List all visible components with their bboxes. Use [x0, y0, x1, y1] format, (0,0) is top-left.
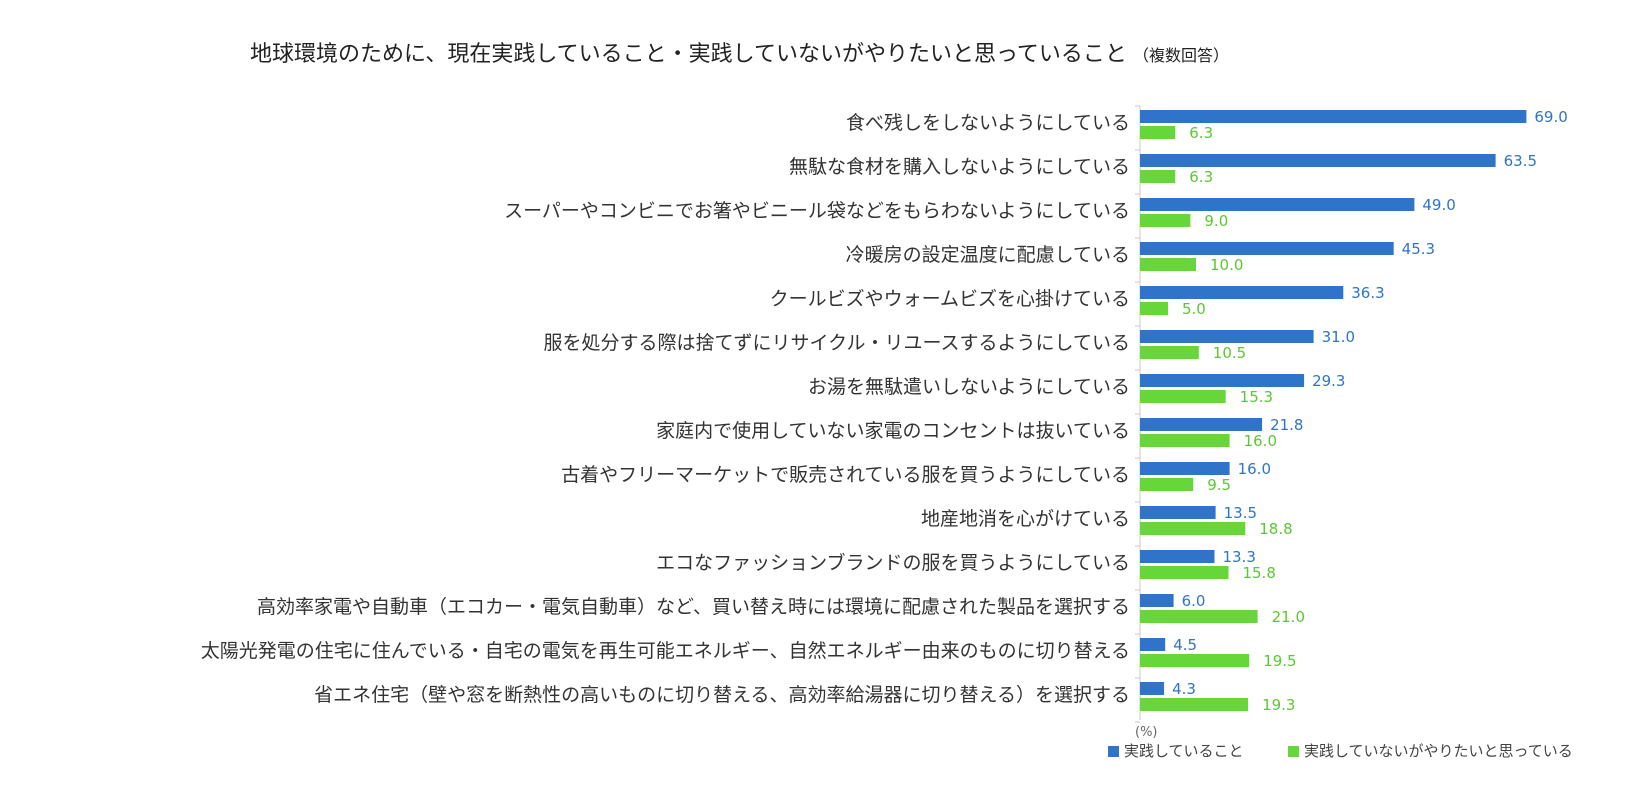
- category-label: 省エネ住宅（壁や窓を断熱性の高いものに切り替える、高効率給湯器に切り替える）を選…: [314, 684, 1130, 706]
- bar-want-to-practice: [1140, 390, 1226, 403]
- data-label-want-to-practice: 9.0: [1204, 212, 1228, 230]
- bar-practicing: [1140, 506, 1216, 519]
- data-label-want-to-practice: 6.3: [1189, 168, 1213, 186]
- unit-label: (%): [1135, 725, 1158, 740]
- data-label-practicing: 31.0: [1322, 328, 1355, 346]
- data-label-practicing: 45.3: [1402, 240, 1435, 258]
- data-label-practicing: 4.3: [1172, 680, 1196, 698]
- bar-practicing: [1140, 198, 1415, 211]
- bar-want-to-practice: [1140, 302, 1168, 315]
- data-label-practicing: 63.5: [1504, 152, 1537, 170]
- bar-practicing: [1140, 418, 1263, 431]
- category-label: 家庭内で使用していない家電のコンセントは抜いている: [656, 420, 1130, 442]
- bar-want-to-practice: [1140, 126, 1176, 139]
- category-label: 太陽光発電の住宅に住んでいる・自宅の電気を再生可能エネルギー、自然エネルギー由来…: [201, 640, 1130, 662]
- category-label: 無駄な食材を購入しないようにしている: [789, 156, 1130, 178]
- bar-want-to-practice: [1140, 698, 1249, 711]
- category-label: お湯を無駄遣いしないようにしている: [808, 376, 1130, 398]
- data-label-practicing: 13.3: [1222, 548, 1255, 566]
- data-label-want-to-practice: 15.8: [1242, 564, 1275, 582]
- data-label-practicing: 4.5: [1173, 636, 1197, 654]
- bar-want-to-practice: [1140, 478, 1194, 491]
- category-label: エコなファッションブランドの服を買うようにしている: [656, 551, 1130, 574]
- bar-practicing: [1140, 330, 1314, 343]
- data-label-want-to-practice: 10.0: [1210, 256, 1243, 274]
- data-label-want-to-practice: 15.3: [1240, 388, 1273, 406]
- bar-practicing: [1140, 110, 1527, 123]
- bar-practicing: [1140, 594, 1174, 607]
- legend-label-want-to-practice: 実践していないがやりたいと思っている: [1304, 742, 1573, 760]
- bar-want-to-practice: [1140, 346, 1199, 359]
- category-label: 高効率家電や自動車（エコカー・電気自動車）など、買い替え時には環境に配慮された製…: [257, 596, 1130, 618]
- bar-practicing: [1140, 682, 1165, 695]
- data-label-practicing: 21.8: [1270, 416, 1303, 434]
- data-label-want-to-practice: 10.5: [1213, 344, 1246, 362]
- data-label-practicing: 16.0: [1238, 460, 1271, 478]
- category-label: 冷暖房の設定温度に配慮している: [846, 244, 1130, 266]
- bar-practicing: [1140, 462, 1230, 475]
- data-label-want-to-practice: 19.3: [1262, 696, 1295, 714]
- bar-practicing: [1140, 638, 1166, 651]
- bar-practicing: [1140, 154, 1496, 167]
- category-label: 地産地消を心がけている: [921, 508, 1130, 530]
- data-label-want-to-practice: 18.8: [1259, 520, 1292, 538]
- chart-title-text: 地球環境のために、現在実践していること・実践していないがやりたいと思っていること: [250, 42, 1127, 67]
- category-label: スーパーやコンビニでお箸やビニール袋などをもらわないようにしている: [504, 200, 1130, 222]
- data-label-want-to-practice: 5.0: [1182, 300, 1206, 318]
- data-label-practicing: 69.0: [1534, 108, 1567, 126]
- data-label-want-to-practice: 16.0: [1244, 432, 1277, 450]
- data-label-practicing: 13.5: [1224, 504, 1257, 522]
- data-label-practicing: 36.3: [1351, 284, 1384, 302]
- bar-want-to-practice: [1140, 566, 1229, 579]
- chart-title: 地球環境のために、現在実践していること・実践していないがやりたいと思っていること…: [250, 36, 1229, 68]
- data-label-want-to-practice: 6.3: [1189, 124, 1213, 142]
- bar-practicing: [1140, 374, 1305, 387]
- data-label-want-to-practice: 21.0: [1272, 608, 1305, 626]
- bar-want-to-practice: [1140, 654, 1250, 667]
- data-label-practicing: 49.0: [1422, 196, 1455, 214]
- data-label-practicing: 6.0: [1182, 592, 1206, 610]
- bar-practicing: [1140, 286, 1344, 299]
- legend-label-practicing: 実践していること: [1124, 742, 1244, 760]
- legend-swatch-want-to-practice: [1288, 746, 1299, 757]
- category-label: 古着やフリーマーケットで販売されている服を買うようにしている: [561, 464, 1130, 486]
- chart-title-note: （複数回答）: [1132, 46, 1229, 65]
- bar-want-to-practice: [1140, 434, 1230, 447]
- bar-want-to-practice: [1140, 610, 1258, 623]
- bar-practicing: [1140, 242, 1394, 255]
- bar-want-to-practice: [1140, 258, 1196, 271]
- bar-want-to-practice: [1140, 214, 1191, 227]
- bar-want-to-practice: [1140, 170, 1176, 183]
- category-label: 食べ残しをしないようにしている: [846, 112, 1130, 134]
- category-label: クールビズやウォームビズを心掛けている: [770, 288, 1130, 310]
- bar-practicing: [1140, 550, 1215, 563]
- data-label-practicing: 29.3: [1312, 372, 1345, 390]
- bar-want-to-practice: [1140, 522, 1246, 535]
- data-label-want-to-practice: 19.5: [1263, 652, 1296, 670]
- category-label: 服を処分する際は捨てずにリサイクル・リユースするようにしている: [543, 332, 1130, 354]
- data-label-want-to-practice: 9.5: [1207, 476, 1231, 494]
- legend-swatch-practicing: [1108, 746, 1119, 757]
